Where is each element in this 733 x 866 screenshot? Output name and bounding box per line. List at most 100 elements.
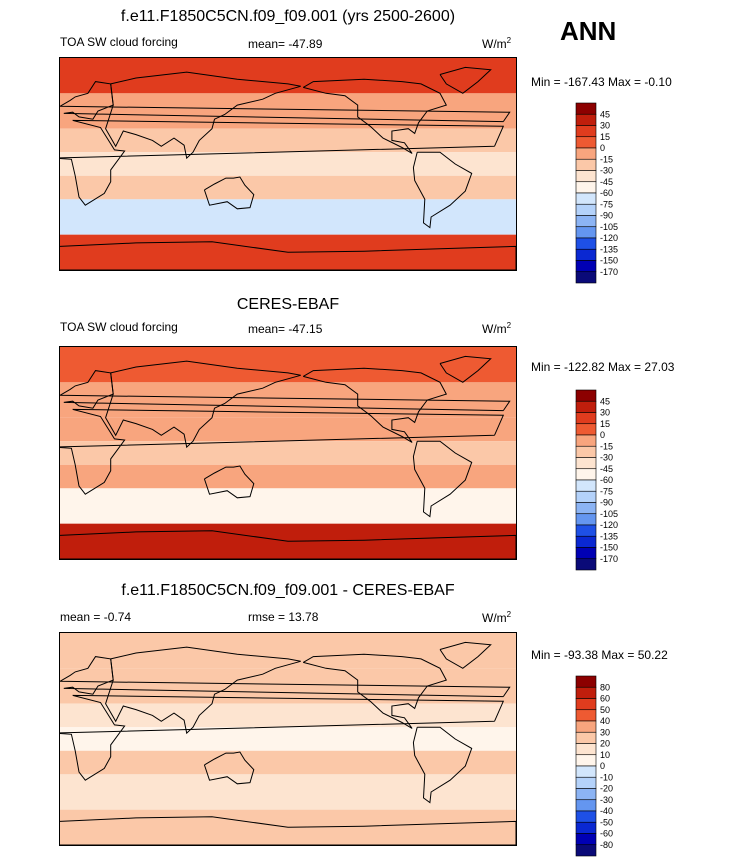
season-label: ANN (560, 16, 617, 46)
map-band-3 (60, 727, 516, 751)
colorbar-box-3 (575, 423, 597, 436)
coastline-namerica (302, 653, 448, 729)
coastline-samerica (412, 440, 473, 518)
coastline-africa (60, 408, 505, 495)
colorbar-tick-label: 10 (600, 750, 610, 760)
colorbar-tick-label: 20 (600, 739, 610, 749)
panel2-variable: TOA SW cloud forcing (60, 320, 178, 334)
coastline-antarctica (60, 816, 516, 845)
panel1-variable: TOA SW cloud forcing (60, 35, 178, 49)
colorbar-tick-label: -80 (600, 840, 613, 850)
map-band-4 (60, 175, 516, 200)
colorbar-box-10 (575, 502, 597, 515)
colorbar-tick-label: -15 (600, 441, 613, 451)
coastline-africa (60, 119, 505, 206)
panel3-units: W/m2 (482, 610, 512, 625)
colorbar-box-5 (575, 158, 597, 171)
map-svg (60, 633, 516, 845)
colorbar-box-9 (575, 490, 597, 503)
coastline-australia (203, 465, 255, 499)
colorbar-box-15 (575, 844, 597, 857)
panel3-minmax: Min = -93.38 Max = 50.22 (531, 648, 668, 662)
map-band-4 (60, 464, 516, 489)
map-svg (60, 347, 516, 559)
colorbar-tick-label: 45 (600, 396, 610, 406)
colorbar-tick-label: -60 (600, 188, 613, 198)
panel2-map (59, 346, 517, 560)
colorbar-box-6 (575, 457, 597, 470)
colorbar-tick-label: 30 (600, 408, 610, 418)
panel2-colorbar: 45 30 15 0 -15 -30 -45 -60 -75 -90 -105 -120 -135 -15… (575, 389, 618, 571)
coastline-samerica (412, 151, 473, 229)
colorbar-box-9 (575, 203, 597, 216)
panel2-mean: mean= -47.15 (248, 322, 323, 336)
colorbar-box-13 (575, 821, 597, 834)
colorbar-tick-label: -120 (600, 233, 618, 243)
colorbar-box-3 (575, 709, 597, 722)
colorbar-box-10 (575, 215, 597, 228)
colorbar-box-15 (575, 271, 597, 284)
colorbar-box-15 (575, 558, 597, 571)
colorbar-tick-label: -30 (600, 795, 613, 805)
colorbar-tick-label: 80 (600, 682, 610, 692)
colorbar-tick-label: 0 (600, 143, 605, 153)
colorbar-tick-label: 60 (600, 694, 610, 704)
colorbar-box-11 (575, 226, 597, 239)
colorbar-box-5 (575, 445, 597, 458)
colorbar-box-5 (575, 731, 597, 744)
colorbar-box-0 (575, 675, 597, 688)
colorbar-box-4 (575, 434, 597, 447)
panel1-title: f.e11.F1850C5CN.f09_f09.001 (yrs 2500-26… (120, 8, 456, 25)
map-band-0 (60, 58, 516, 94)
coastline-antarctica (60, 530, 516, 559)
colorbar-box-9 (575, 776, 597, 789)
coastline-australia (203, 176, 255, 210)
colorbar-box-4 (575, 720, 597, 733)
colorbar-tick-label: 0 (600, 430, 605, 440)
colorbar-tick-label: -30 (600, 453, 613, 463)
colorbar-tick-label: -150 (600, 256, 618, 266)
coastline-asia (105, 71, 301, 160)
map-band-5 (60, 488, 516, 524)
colorbar-tick-label: 45 (600, 109, 610, 119)
colorbar-tick-label: 30 (600, 727, 610, 737)
colorbar-tick-label: -135 (600, 531, 618, 541)
map-band-3 (60, 441, 516, 465)
map-band-2 (60, 417, 516, 442)
map-svg (60, 58, 516, 270)
colorbar-tick-label: 30 (600, 121, 610, 131)
colorbar-tick-label: -20 (600, 784, 613, 794)
colorbar-tick-label: -40 (600, 806, 613, 816)
colorbar-box-8 (575, 192, 597, 205)
map-band-3 (60, 152, 516, 176)
map-band-5 (60, 199, 516, 235)
panel2-title: CERES-EBAF (236, 296, 340, 313)
colorbar-box-8 (575, 479, 597, 492)
panel3-rmse: rmse = 13.78 (248, 610, 319, 624)
colorbar-box-6 (575, 743, 597, 756)
coastline-australia (203, 751, 255, 785)
colorbar-tick-label: -135 (600, 244, 618, 254)
colorbar-box-11 (575, 799, 597, 812)
colorbar-box-0 (575, 389, 597, 402)
colorbar-tick-label: -105 (600, 222, 618, 232)
colorbar-box-3 (575, 136, 597, 149)
map-band-2 (60, 128, 516, 153)
panel2-units: W/m2 (482, 321, 512, 336)
panel3-title: f.e11.F1850C5CN.f09_f09.001 - CERES-EBAF (121, 582, 455, 599)
panel1-colorbar: 45 30 15 0 -15 -30 -45 -60 -75 -90 -105 -120 -135 -15… (575, 102, 618, 284)
coastline-samerica (412, 726, 473, 804)
panel3-colorbar: 80 60 50 40 30 20 10 0 -10 -20 -30 -40 -50 -60 -80 (575, 675, 613, 857)
colorbar-tick-label: -30 (600, 166, 613, 176)
colorbar-box-14 (575, 260, 597, 273)
coastline-asia (105, 646, 301, 735)
panel1-mean: mean= -47.89 (248, 37, 323, 51)
map-band-5 (60, 774, 516, 810)
colorbar-tick-label: -105 (600, 509, 618, 519)
map-band-0 (60, 633, 516, 669)
colorbar-box-7 (575, 754, 597, 767)
colorbar-box-6 (575, 170, 597, 183)
